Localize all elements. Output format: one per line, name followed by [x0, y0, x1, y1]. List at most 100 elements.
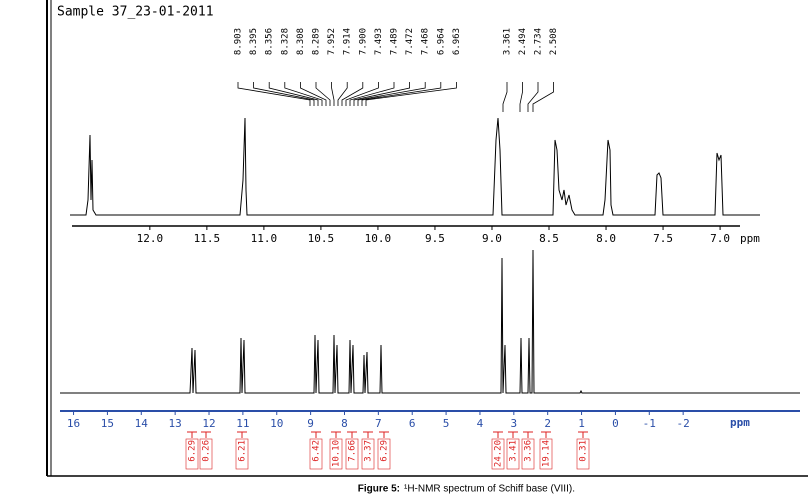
x-tick-label: 14: [135, 417, 149, 430]
x-tick-label: 12.0: [137, 232, 164, 245]
x-tick-label: 9.0: [482, 232, 502, 245]
peak-label: 6.963: [452, 28, 462, 55]
peak-label: 6.964: [436, 28, 446, 55]
peak-connector: [502, 82, 508, 112]
peak-label: 8.308: [296, 28, 306, 55]
peak-label: 8.356: [265, 28, 275, 55]
peak-label: 2.494: [518, 28, 528, 55]
peak-label: 7.900: [358, 28, 368, 55]
x-tick-label: 9.5: [425, 232, 445, 245]
x-tick-label: 11.0: [251, 232, 278, 245]
peak-connectors: [237, 82, 554, 112]
integral-box: [539, 438, 553, 470]
integral-label: 24.20: [494, 440, 504, 467]
x-tick-label: 5: [443, 417, 450, 430]
x-tick-label: 7: [375, 417, 382, 430]
x-tick-label: 11: [236, 417, 249, 430]
peak-label: 7.489: [390, 28, 400, 55]
peak-connector: [349, 82, 395, 106]
peak-connector: [253, 82, 315, 106]
integral-box: [309, 438, 323, 470]
integral-box: [506, 438, 520, 470]
integral-label: 0.31: [579, 440, 589, 462]
peak-connector: [365, 82, 457, 106]
peak-label: 7.472: [405, 28, 415, 55]
peak-connector: [361, 82, 442, 106]
peak-connector: [345, 82, 379, 106]
peak-label: 7.952: [327, 28, 337, 55]
x-tick-label: 12: [202, 417, 215, 430]
x-tick-label: 4: [477, 417, 484, 430]
integral-box: [377, 438, 391, 470]
integral-label: 6.29: [188, 440, 198, 462]
peak-connector: [337, 82, 348, 106]
peak-label: 7.493: [374, 28, 384, 55]
x-tick-label: -2: [677, 417, 690, 430]
integral-label: 6.21: [238, 440, 248, 462]
integral-label: 7.66: [348, 440, 358, 462]
x-tick-label: 10.0: [365, 232, 392, 245]
peak-connector: [519, 82, 523, 112]
x-tick-label: -1: [643, 417, 656, 430]
peak-label: 8.395: [249, 28, 259, 55]
x-tick-label: 11.5: [194, 232, 221, 245]
peak-connector: [341, 82, 364, 106]
peak-connector: [357, 82, 426, 106]
integral-label: 19.14: [542, 440, 552, 467]
integral-box: [521, 438, 535, 470]
integral-label: 3.41: [509, 440, 519, 462]
peak-label: 3.361: [503, 28, 513, 55]
integral-box: [185, 438, 199, 470]
main-spectrum: [60, 249, 800, 394]
x-tick-label: 13: [169, 417, 182, 430]
peak-connector: [315, 82, 331, 106]
integral-label: 3.37: [364, 440, 374, 462]
x-tick-label: 0: [612, 417, 619, 430]
peak-label: 8.289: [312, 28, 322, 55]
peak-connector: [237, 82, 311, 106]
x-unit: ppm: [740, 232, 760, 245]
x-tick-label: 8.5: [539, 232, 559, 245]
peak-connector: [268, 82, 319, 106]
peak-connector: [331, 82, 335, 106]
x-tick-label: 9: [307, 417, 314, 430]
x-unit: ppm: [730, 416, 750, 429]
inset-spectrum: [70, 117, 760, 216]
x-tick-label: 7.0: [710, 232, 730, 245]
integral-box: [345, 438, 359, 470]
x-tick-label: 3: [511, 417, 518, 430]
peak-label: 2.508: [549, 28, 559, 55]
integral-box: [199, 438, 213, 470]
sample-title: Sample 37_23-01-2011: [57, 5, 214, 20]
integral-box: [576, 438, 590, 470]
integral-box: [361, 438, 375, 470]
caption-label: Figure 5:: [358, 484, 400, 495]
x-tick-label: 1: [578, 417, 585, 430]
integral-box: [235, 438, 249, 470]
x-tick-label: 7.5: [653, 232, 673, 245]
peak-connector: [300, 82, 327, 106]
peak-connector: [532, 82, 554, 112]
integral-label: 10.10: [332, 440, 342, 467]
peak-label: 7.914: [343, 28, 353, 55]
x-tick-label: 8.0: [596, 232, 616, 245]
peak-connector: [527, 82, 539, 112]
peak-label: 7.468: [421, 28, 431, 55]
x-tick-label: 2: [544, 417, 551, 430]
peak-connector: [284, 82, 323, 106]
x-tick-label: 16: [67, 417, 80, 430]
integral-label: 0.26: [202, 440, 212, 462]
x-tick-label: 10: [270, 417, 283, 430]
x-tick-label: 10.5: [308, 232, 335, 245]
peak-connector: [353, 82, 410, 106]
x-tick-label: 6: [409, 417, 416, 430]
integral-label: 3.36: [524, 440, 534, 462]
integral-label: 6.29: [380, 440, 390, 462]
caption-text: ¹H-NMR spectrum of Schiff base (VIII).: [404, 484, 575, 495]
x-tick-label: 15: [101, 417, 114, 430]
peak-label: 8.328: [280, 28, 290, 55]
x-tick-label: 8: [341, 417, 348, 430]
integral-box: [329, 438, 343, 470]
